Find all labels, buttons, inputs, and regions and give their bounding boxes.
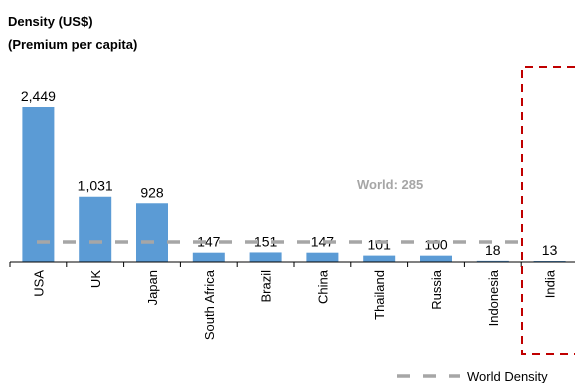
bar-south-africa bbox=[192, 252, 225, 262]
category-label: Brazil bbox=[259, 270, 274, 303]
bar-china bbox=[306, 252, 339, 262]
value-label: 151 bbox=[254, 233, 278, 249]
bar-indonesia bbox=[476, 260, 509, 262]
bar-russia bbox=[420, 255, 452, 262]
world-density-annotation: World: 285 bbox=[357, 177, 423, 192]
value-label: 147 bbox=[197, 234, 221, 250]
category-label: South Africa bbox=[202, 269, 217, 340]
bar-japan bbox=[136, 203, 168, 262]
bar-brazil bbox=[249, 252, 282, 262]
india-highlight-box bbox=[521, 66, 575, 355]
value-label: 18 bbox=[485, 242, 501, 258]
category-label: China bbox=[315, 269, 330, 304]
value-label: 147 bbox=[311, 234, 335, 250]
value-label: 928 bbox=[140, 184, 164, 200]
value-label: 13 bbox=[542, 242, 558, 258]
chart-subtitle: (Premium per capita) bbox=[8, 37, 138, 52]
category-label: Japan bbox=[145, 270, 160, 305]
category-label: Russia bbox=[429, 269, 444, 310]
category-label: USA bbox=[31, 270, 46, 297]
category-label: Indonesia bbox=[486, 269, 501, 326]
chart-title: Density (US$) bbox=[8, 14, 93, 29]
bar-thailand bbox=[363, 255, 396, 262]
value-label: 100 bbox=[424, 237, 448, 253]
value-label: 1,031 bbox=[78, 178, 113, 194]
bar-uk bbox=[79, 196, 112, 262]
legend-label-world-density: World Density bbox=[467, 369, 548, 383]
bar-usa bbox=[22, 107, 55, 262]
value-label: 101 bbox=[368, 237, 392, 253]
category-label: India bbox=[543, 269, 558, 298]
category-label: UK bbox=[88, 270, 103, 288]
value-label: 2,449 bbox=[21, 88, 56, 104]
category-label: Thailand bbox=[372, 270, 387, 320]
